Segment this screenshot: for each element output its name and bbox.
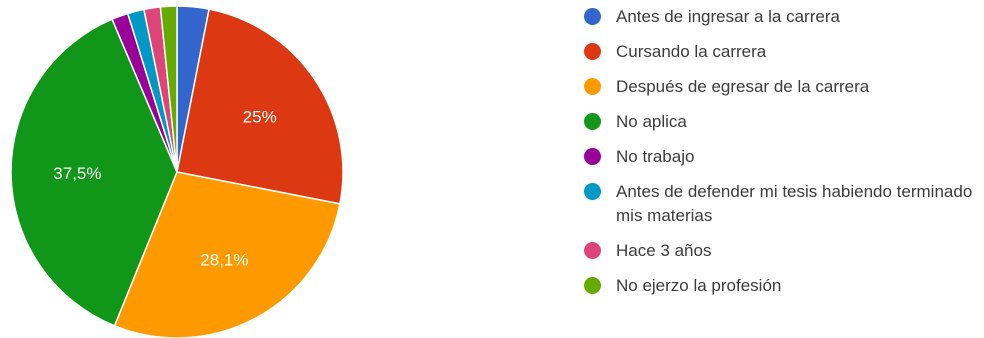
legend-label: No ejerzo la profesión <box>616 276 782 295</box>
legend-swatch-icon <box>584 8 601 25</box>
legend-item-5: No trabajo <box>584 145 984 169</box>
pie-slice-2 <box>176 8 344 205</box>
legend-item-3: Después de egresar de la carrera <box>584 75 984 99</box>
legend-label: Antes de defender mi tesis habiendo term… <box>616 182 973 225</box>
legend-label: Cursando la carrera <box>616 42 767 61</box>
legend-swatch-icon <box>584 78 601 95</box>
slice-label-3: 28,1% <box>200 251 248 270</box>
legend-item-6: Antes de defender mi tesis habiendo term… <box>584 180 984 228</box>
legend-item-2: Cursando la carrera <box>584 40 984 64</box>
legend-swatch-icon <box>584 43 601 60</box>
legend-label: Después de egresar de la carrera <box>616 77 870 96</box>
legend-swatch-icon <box>584 113 601 130</box>
pie-slice-8 <box>159 5 178 173</box>
legend: Antes de ingresar a la carrera Cursando l… <box>584 5 984 309</box>
pie-slice-3 <box>113 171 341 338</box>
pie-slice-4 <box>10 18 178 327</box>
legend-label: Hace 3 años <box>616 241 712 260</box>
legend-swatch-icon <box>584 183 601 200</box>
legend-swatch-icon <box>584 148 601 165</box>
legend-item-8: No ejerzo la profesión <box>584 274 984 298</box>
legend-item-1: Antes de ingresar a la carrera <box>584 5 984 29</box>
legend-label: No aplica <box>616 112 687 131</box>
legend-label: No trabajo <box>616 147 695 166</box>
legend-item-4: No aplica <box>584 110 984 134</box>
legend-item-7: Hace 3 años <box>584 239 984 263</box>
slice-label-2: 25% <box>243 107 277 126</box>
legend-swatch-icon <box>584 277 601 294</box>
legend-label: Antes de ingresar a la carrera <box>616 7 840 26</box>
legend-swatch-icon <box>584 242 601 259</box>
slice-label-4: 37,5% <box>53 164 101 183</box>
pie-chart-svg: 25% 28,1% 37,5% <box>10 5 344 338</box>
